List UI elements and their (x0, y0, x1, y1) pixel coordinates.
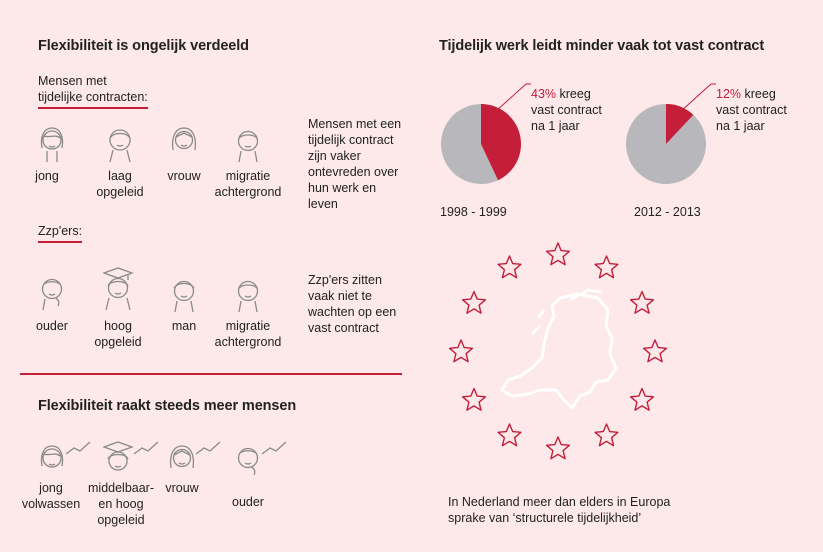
temp-item-label: migratie achtergrond (214, 169, 282, 199)
pie-label-1998: 43% kreeg vast contract na 1 jaar (531, 87, 602, 133)
bottom-item-label: ouder (232, 495, 264, 509)
europe-emblem (448, 242, 668, 460)
star-icon (448, 339, 474, 363)
temp-item-label: vrouw (167, 169, 201, 183)
woman-icon (170, 126, 198, 164)
pie-charts (441, 83, 716, 184)
older-man-trend-icon (234, 436, 290, 478)
temp-note: Mensen met een tijdelijk contract zijn v… (308, 117, 402, 211)
star-icon (497, 423, 522, 447)
left-title: Flexibiliteit is ongelijk verdeeld (38, 38, 249, 54)
pie-leader-line (494, 83, 531, 113)
zzp-item-label: ouder (36, 319, 68, 333)
europe-text: In Nederland meer dan elders in Europa s… (448, 495, 671, 525)
man-icon (234, 128, 262, 166)
pie-pct: 12% (716, 87, 742, 101)
bottom-title: Flexibiliteit raakt steeds meer mensen (38, 398, 297, 414)
young-woman-icon (38, 126, 66, 164)
zzp-heading: Zzp'ers: (38, 223, 83, 243)
temp-heading: Mensen met tijdelijke contracten: (38, 73, 148, 109)
zzp-note: Zzp'ers zitten vaak niet te wachten op e… (308, 273, 397, 335)
pie-leader-line (679, 83, 716, 113)
bottom-item-label: jong volwassen (21, 481, 81, 511)
older-man-icon (38, 276, 66, 314)
woman-trend-icon (168, 436, 224, 478)
zzp-item-label: hoog opgeleid (94, 319, 142, 349)
star-icon (594, 255, 619, 279)
bottom-item-label: middelbaar- en hoog opgeleid (88, 481, 155, 527)
young-woman-trend-icon (38, 436, 94, 478)
star-icon (461, 387, 487, 411)
person-icon (106, 126, 134, 164)
temp-heading-line1: Mensen met (38, 74, 107, 88)
pie-slice-rest (441, 104, 499, 184)
graduate-trend-icon (102, 434, 160, 480)
pie-chart-2012 (626, 83, 716, 184)
pie-slice-vast-contract (481, 104, 521, 181)
star-icon (545, 436, 571, 460)
pie-chart-1998 (441, 83, 531, 184)
temp-heading-line2: tijdelijke contracten: (38, 89, 148, 109)
bottom-item-label: vrouw (165, 481, 199, 495)
temp-item-label: laag opgeleid (96, 169, 144, 199)
section-divider (20, 373, 402, 375)
zzp-item-label: migratie achtergrond (214, 319, 282, 349)
star-icon (594, 423, 619, 447)
pie-year-2012: 2012 - 2013 (634, 205, 701, 219)
pie-slice-vast-contract (666, 104, 694, 144)
star-icon (629, 387, 655, 411)
graduate-icon (102, 266, 134, 312)
star-ring (448, 242, 668, 460)
star-icon (642, 339, 668, 363)
man-icon (234, 278, 262, 316)
netherlands-map-icon (500, 292, 618, 410)
star-icon (545, 242, 571, 266)
pie-year-1998: 1998 - 1999 (440, 205, 507, 219)
pie-label-2012: 12% kreeg vast contract na 1 jaar (716, 87, 787, 133)
temp-item-label: jong (35, 169, 59, 183)
right-title: Tijdelijk werk leidt minder vaak tot vas… (439, 38, 765, 54)
pie-pct: 43% (531, 87, 557, 101)
star-icon (461, 290, 487, 314)
star-icon (629, 290, 655, 314)
zzp-item-label: man (171, 319, 197, 333)
man-icon (170, 278, 198, 316)
star-icon (497, 255, 522, 279)
